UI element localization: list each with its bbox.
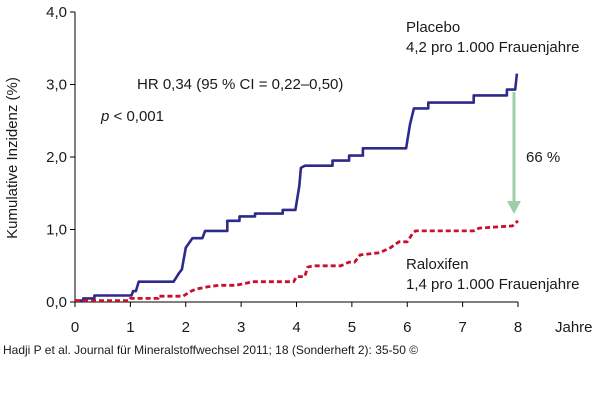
- series-line-placebo: [75, 73, 519, 302]
- p-symbol: p: [100, 108, 109, 125]
- x-tick-label: 4: [292, 319, 300, 336]
- reduction-arrow-head: [507, 201, 521, 214]
- raloxifen-label: Raloxifen: [406, 256, 469, 273]
- x-tick-label: 7: [458, 319, 466, 336]
- placebo-label: Placebo: [406, 19, 460, 36]
- y-ticks: 0,0 1,0 2,0 3,0 4,0: [46, 4, 75, 311]
- p-value-annotation: p < 0,001: [100, 108, 164, 125]
- x-tick-label: 2: [182, 319, 190, 336]
- y-tick-label: 1,0: [46, 222, 67, 239]
- hr-annotation: HR 0,34 (95 % CI = 0,22–0,50): [137, 76, 343, 93]
- source-caption: Hadji P et al. Journal für Mineralstoffw…: [3, 343, 419, 357]
- y-tick-label: 4,0: [46, 4, 67, 21]
- placebo-rate: 4,2 pro 1.000 Frauenjahre: [406, 39, 579, 56]
- series-layer: [75, 73, 519, 303]
- x-tick-label: 1: [126, 319, 134, 336]
- y-tick-label: 0,0: [46, 294, 67, 311]
- x-axis-label: Jahre: [555, 319, 593, 336]
- x-tick-label: 3: [237, 319, 245, 336]
- raloxifen-rate: 1,4 pro 1.000 Frauenjahre: [406, 276, 579, 293]
- x-tick-label: 8: [514, 319, 522, 336]
- y-axis-label: Kumulative Inzidenz (%): [4, 77, 21, 239]
- y-tick-label: 2,0: [46, 149, 67, 166]
- x-tick-label: 5: [348, 319, 356, 336]
- x-ticks: 0 1 2 3 4 5 6 7 8: [71, 302, 522, 336]
- reduction-label: 66 %: [526, 149, 560, 166]
- y-tick-label: 3,0: [46, 77, 67, 94]
- x-tick-label: 0: [71, 319, 79, 336]
- x-tick-label: 6: [403, 319, 411, 336]
- series-line-raloxifen: [75, 219, 519, 303]
- p-value-text: < 0,001: [109, 108, 164, 125]
